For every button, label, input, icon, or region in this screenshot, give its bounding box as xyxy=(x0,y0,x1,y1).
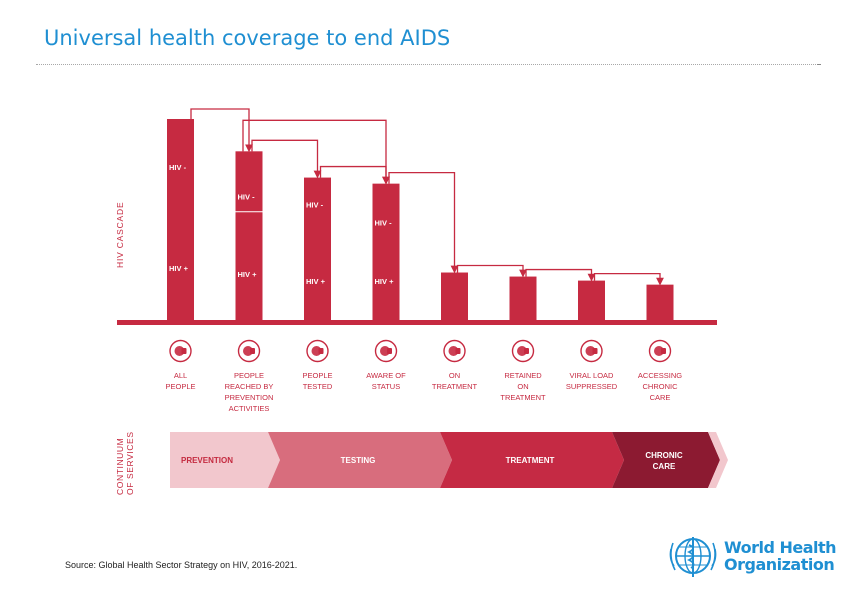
people-icon xyxy=(169,339,192,363)
continuum-stage xyxy=(440,432,624,488)
continuum-axis-line: OF SERVICES xyxy=(125,431,135,495)
hiv-negative-label: HIV - xyxy=(238,192,256,201)
cascade-arrow xyxy=(251,139,322,179)
continuum-axis-label: CONTINUUM OF SERVICES xyxy=(115,431,135,495)
bar-all-people xyxy=(167,119,194,321)
test-tube-icon xyxy=(306,339,329,363)
divider-end-mark xyxy=(817,64,821,65)
cascade-labels: ALL PEOPLE PEOPLE REACHED BY PREVENTION ACTIV… xyxy=(165,371,682,413)
bar-tested xyxy=(304,177,331,321)
continuum-stage xyxy=(268,432,452,488)
cascade-arrow-long xyxy=(242,119,390,185)
calendar-icon xyxy=(511,339,535,363)
bar-aware xyxy=(372,183,400,321)
person-info-icon xyxy=(374,339,398,363)
bar-label-retained: ON xyxy=(517,382,528,391)
bar-label-tested: TESTED xyxy=(303,382,333,391)
hiv-positive-label: HIV + xyxy=(238,270,258,279)
bar-label-aware: AWARE OF xyxy=(366,371,406,380)
bar-label-prevention: PEOPLE xyxy=(234,371,264,380)
bar-viral-load xyxy=(578,280,605,321)
continuum-stage xyxy=(612,432,720,488)
bar-on-treatment xyxy=(441,272,468,321)
bar-label-tested: PEOPLE xyxy=(302,371,332,380)
continuum-axis-line: CONTINUUM xyxy=(115,438,125,495)
hiv-positive-label: HIV + xyxy=(169,264,189,273)
page-title: Universal health coverage to end AIDS xyxy=(44,26,451,50)
bar-label-viral-load: SUPPRESSED xyxy=(566,382,618,391)
cascade-arrows xyxy=(190,108,664,286)
bar-label-all-people: ALL xyxy=(174,371,187,380)
bar-label-retained: TREATMENT xyxy=(500,393,546,402)
pill-bottle-icon xyxy=(443,339,466,363)
umbrella-icon xyxy=(648,339,672,363)
bar-label-viral-load: VIRAL LOAD xyxy=(570,371,614,380)
continuum-stage-label: TESTING xyxy=(341,456,376,465)
continuum-end-chevron xyxy=(708,432,728,488)
bar-label-aware: STATUS xyxy=(372,382,400,391)
continuum-of-services: PREVENTION TESTING TREATMENT CHRONIC CARE xyxy=(170,432,728,488)
cascade-arrow xyxy=(525,268,596,282)
bar-chronic-care xyxy=(646,284,674,321)
virus-icon xyxy=(580,339,603,363)
bar-label-chronic-care: CHRONIC xyxy=(643,382,679,391)
bar-label-prevention: ACTIVITIES xyxy=(229,404,270,413)
bar-label-all-people: PEOPLE xyxy=(165,382,195,391)
cascade-bars: HIV - HIV + HIV - HIV + HIV - HIV + HIV - HIV + xyxy=(167,119,674,321)
cascade-axis-label: HIV CASCADE xyxy=(115,202,125,268)
bar-label-prevention: PREVENTION xyxy=(225,393,274,402)
cascade-arrow xyxy=(190,108,253,153)
cascade-arrow xyxy=(456,264,527,278)
continuum-stage-label: TREATMENT xyxy=(506,456,555,465)
cascade-baseline xyxy=(117,320,717,325)
who-logo-line2: Organization xyxy=(724,555,835,574)
who-logo: World Health Organization xyxy=(667,533,837,579)
bar-label-prevention: REACHED BY xyxy=(225,382,274,391)
person-search-icon xyxy=(237,339,261,363)
bar-label-chronic-care: CARE xyxy=(650,393,671,402)
who-logo-line1: World Health xyxy=(724,538,837,557)
continuum-stage xyxy=(170,432,280,488)
source-note: Source: Global Health Sector Strategy on… xyxy=(65,560,298,570)
hiv-positive-label: HIV + xyxy=(306,277,326,286)
hiv-negative-label: HIV - xyxy=(375,219,393,228)
bar-retained xyxy=(509,276,537,321)
bar-label-retained: RETAINED xyxy=(504,371,542,380)
cascade-arrow xyxy=(593,272,664,286)
who-emblem-icon xyxy=(669,537,717,577)
continuum-stage-label: CARE xyxy=(653,462,676,471)
bar-prevention xyxy=(235,151,263,321)
title-divider xyxy=(36,64,820,65)
hiv-negative-label: HIV - xyxy=(169,163,187,172)
hiv-positive-label: HIV + xyxy=(375,277,395,286)
hiv-negative-label: HIV - xyxy=(306,201,324,210)
bar-label-on-treatment: TREATMENT xyxy=(432,382,478,391)
continuum-stage-label: CHRONIC xyxy=(645,451,683,460)
continuum-stage-label: PREVENTION xyxy=(181,456,233,465)
who-logo-text: World Health Organization xyxy=(724,538,837,574)
bar-label-chronic-care: ACCESSING xyxy=(638,371,682,380)
cascade-icons xyxy=(169,339,672,363)
bar-label-on-treatment: ON xyxy=(449,371,460,380)
